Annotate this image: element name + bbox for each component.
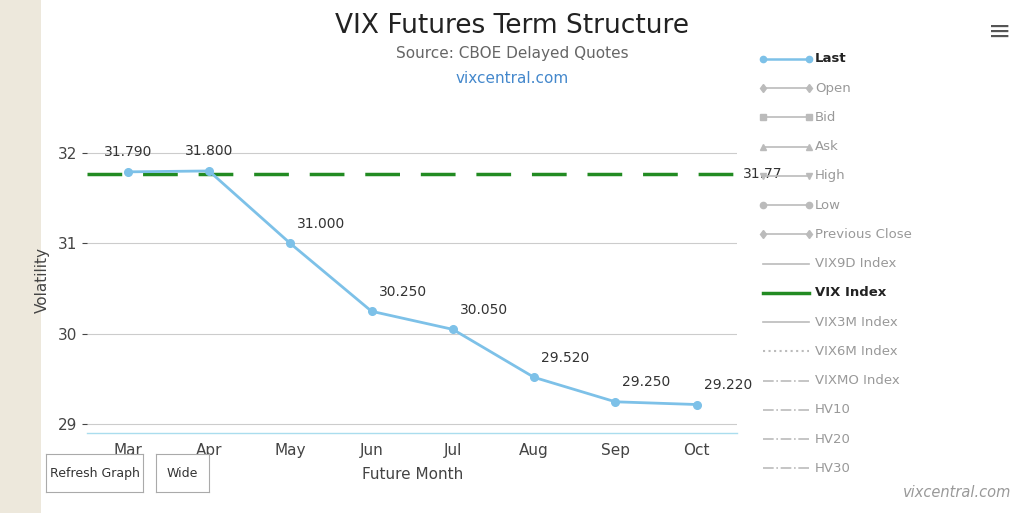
Text: Wide: Wide — [167, 467, 198, 480]
Text: VIXMO Index: VIXMO Index — [815, 374, 900, 387]
Text: High: High — [815, 169, 846, 183]
Text: vixcentral.com: vixcentral.com — [903, 485, 1012, 500]
Y-axis label: Volatility: Volatility — [35, 247, 49, 312]
Text: vixcentral.com: vixcentral.com — [456, 71, 568, 86]
Text: Ask: Ask — [815, 140, 839, 153]
Text: Source: CBOE Delayed Quotes: Source: CBOE Delayed Quotes — [395, 46, 629, 61]
Text: 29.250: 29.250 — [623, 376, 671, 389]
Text: 30.250: 30.250 — [379, 285, 427, 299]
Text: 31.000: 31.000 — [297, 217, 345, 231]
Text: 31.77: 31.77 — [742, 167, 782, 181]
Text: VIX6M Index: VIX6M Index — [815, 345, 898, 358]
Text: 29.520: 29.520 — [541, 351, 589, 365]
X-axis label: Future Month: Future Month — [361, 466, 463, 482]
Text: 31.800: 31.800 — [184, 145, 233, 159]
Text: HV10: HV10 — [815, 403, 851, 417]
Text: ≡: ≡ — [988, 18, 1012, 46]
Text: HV30: HV30 — [815, 462, 851, 475]
Text: 29.220: 29.220 — [703, 378, 752, 392]
Text: VIX3M Index: VIX3M Index — [815, 315, 898, 329]
Text: VIX Futures Term Structure: VIX Futures Term Structure — [335, 13, 689, 39]
Text: VIX Index: VIX Index — [815, 286, 887, 300]
Text: VIX9D Index: VIX9D Index — [815, 257, 896, 270]
Text: Refresh Graph: Refresh Graph — [50, 467, 139, 480]
Text: HV20: HV20 — [815, 432, 851, 446]
Text: Last: Last — [815, 52, 847, 66]
Text: Previous Close: Previous Close — [815, 228, 912, 241]
Text: 30.050: 30.050 — [460, 303, 508, 317]
Text: Low: Low — [815, 199, 841, 212]
Text: 31.790: 31.790 — [103, 145, 152, 160]
Text: Open: Open — [815, 82, 851, 95]
Text: Bid: Bid — [815, 111, 837, 124]
